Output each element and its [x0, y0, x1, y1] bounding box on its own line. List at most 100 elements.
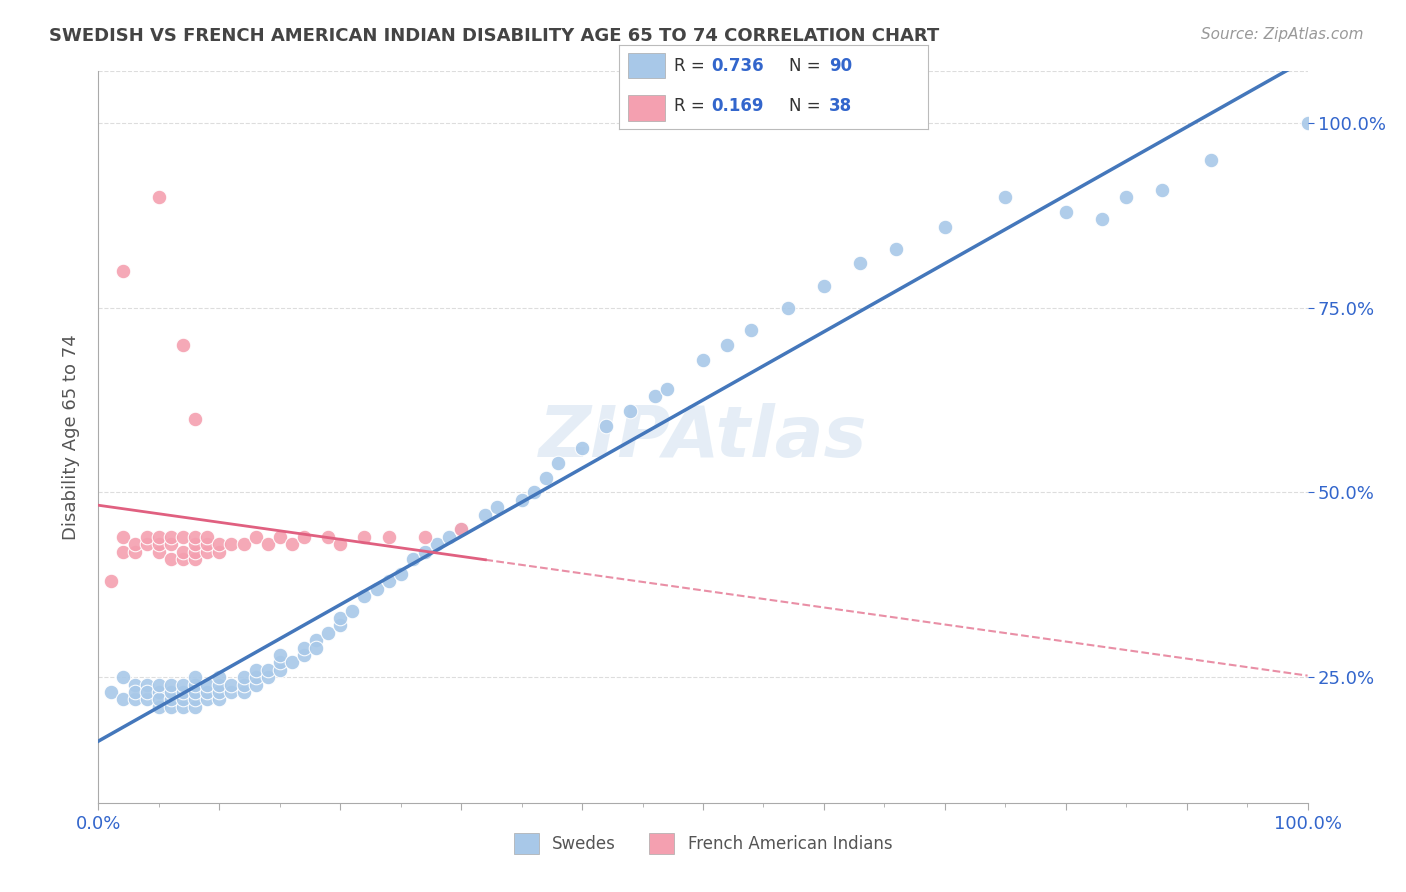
Text: R =: R = [675, 96, 710, 114]
Point [111, 530, 134, 544]
Point [184, 685, 207, 699]
Point [232, 670, 254, 684]
Point [195, 677, 218, 691]
Text: 0.169: 0.169 [711, 96, 763, 114]
Point [437, 530, 460, 544]
Point [135, 537, 157, 551]
Point [256, 663, 278, 677]
Point [413, 544, 436, 558]
Point [329, 537, 352, 551]
Bar [628, 54, 665, 78]
Point [172, 530, 194, 544]
Point [776, 301, 799, 315]
Point [256, 670, 278, 684]
Point [195, 692, 218, 706]
Point [232, 677, 254, 691]
Point [184, 552, 207, 566]
Point [172, 552, 194, 566]
Point [886, 242, 908, 256]
Point [172, 544, 194, 558]
Point [1199, 153, 1222, 167]
Point [135, 530, 157, 544]
Y-axis label: Disability Age 65 to 74: Disability Age 65 to 74 [62, 334, 80, 540]
Point [148, 530, 170, 544]
Point [413, 530, 436, 544]
Point [135, 692, 157, 706]
Point [1091, 212, 1114, 227]
Point [160, 685, 183, 699]
Point [595, 419, 617, 434]
Point [305, 633, 328, 648]
Point [100, 574, 122, 589]
Point [450, 523, 472, 537]
Point [232, 685, 254, 699]
Point [534, 471, 557, 485]
Point [849, 256, 872, 270]
Point [172, 677, 194, 691]
Point [124, 537, 146, 551]
Text: SWEDISH VS FRENCH AMERICAN INDIAN DISABILITY AGE 65 TO 74 CORRELATION CHART: SWEDISH VS FRENCH AMERICAN INDIAN DISABI… [49, 27, 939, 45]
Point [716, 337, 738, 351]
Point [184, 411, 207, 425]
Legend: Swedes, French American Indians: Swedes, French American Indians [508, 827, 898, 860]
Point [195, 530, 218, 544]
Point [195, 537, 218, 551]
Point [353, 530, 375, 544]
Point [1054, 204, 1077, 219]
Point [692, 352, 714, 367]
Point [160, 677, 183, 691]
Point [100, 685, 122, 699]
Point [342, 604, 364, 618]
Point [148, 699, 170, 714]
Point [184, 677, 207, 691]
Point [245, 677, 267, 691]
Point [245, 670, 267, 684]
Point [245, 663, 267, 677]
Point [172, 699, 194, 714]
Point [269, 648, 291, 662]
Point [571, 441, 593, 455]
Point [148, 685, 170, 699]
Point [994, 190, 1017, 204]
Point [148, 537, 170, 551]
Point [426, 537, 449, 551]
Point [245, 530, 267, 544]
Point [523, 485, 546, 500]
Point [135, 685, 157, 699]
Point [208, 670, 231, 684]
Point [160, 699, 183, 714]
Point [208, 537, 231, 551]
Point [281, 537, 304, 551]
Point [184, 537, 207, 551]
Point [160, 530, 183, 544]
Point [184, 530, 207, 544]
Point [269, 656, 291, 670]
Point [148, 544, 170, 558]
Point [305, 640, 328, 655]
Point [486, 500, 509, 515]
Point [474, 508, 496, 522]
Point [510, 492, 533, 507]
Point [184, 544, 207, 558]
Point [1152, 183, 1174, 197]
Point [184, 692, 207, 706]
Point [160, 552, 183, 566]
Point [655, 382, 678, 396]
Point [184, 699, 207, 714]
Point [148, 677, 170, 691]
Point [269, 663, 291, 677]
Point [111, 264, 134, 278]
Point [160, 692, 183, 706]
Point [281, 656, 304, 670]
Point [547, 456, 569, 470]
Point [208, 692, 231, 706]
Point [195, 544, 218, 558]
Point [195, 685, 218, 699]
Point [124, 685, 146, 699]
Point [316, 625, 339, 640]
Point [292, 530, 315, 544]
Point [316, 530, 339, 544]
Point [813, 278, 835, 293]
Point [329, 611, 352, 625]
Text: Source: ZipAtlas.com: Source: ZipAtlas.com [1201, 27, 1364, 42]
